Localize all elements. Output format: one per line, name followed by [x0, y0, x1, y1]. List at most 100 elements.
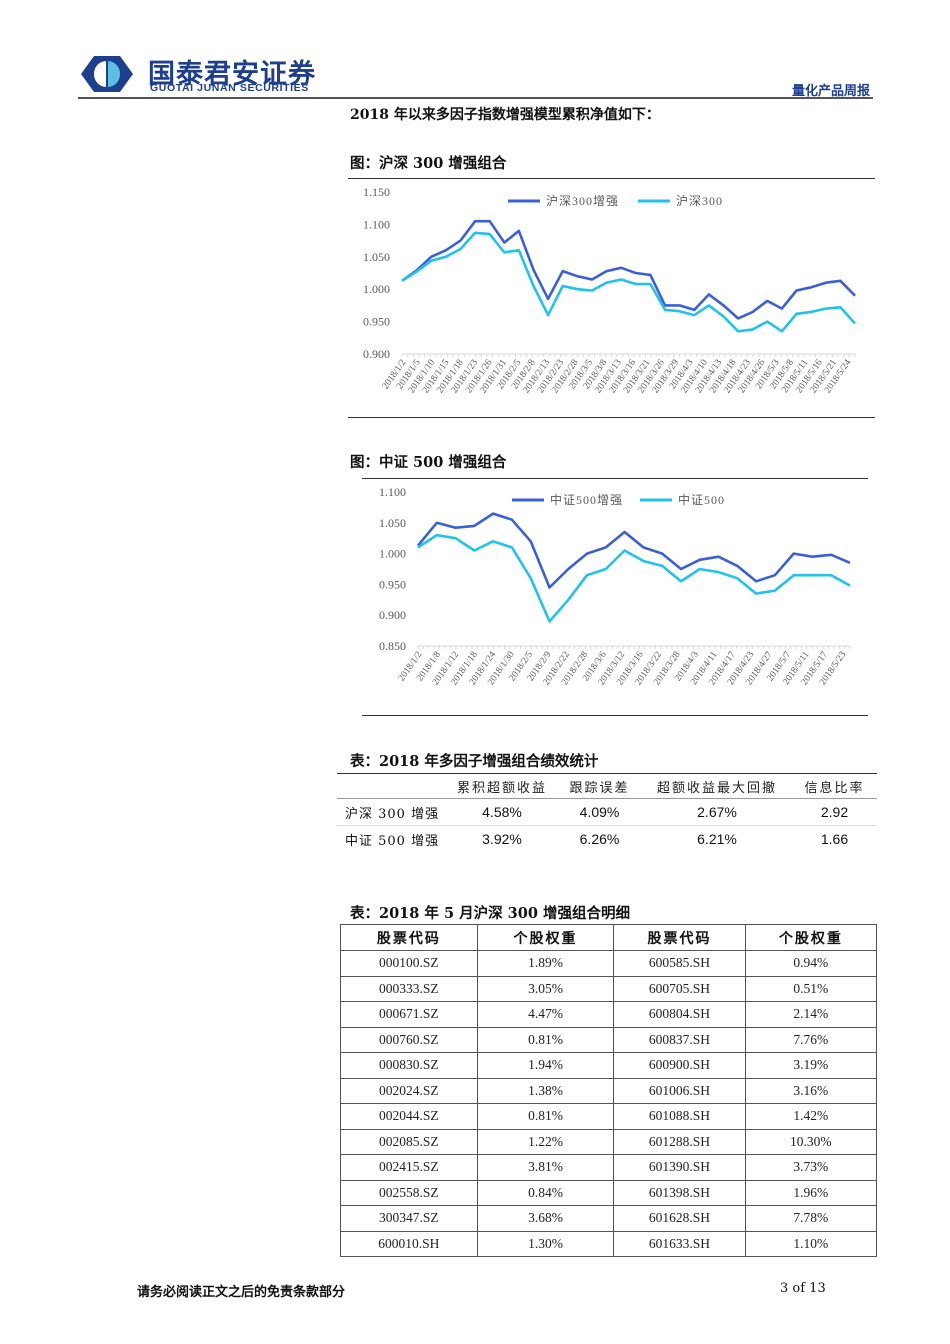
weight-cell: 4.47% [476, 1001, 615, 1028]
y-tick-label: 1.150 [363, 185, 390, 199]
stats-table: 累积超额收益 跟踪误差 超额收益最大回撤 信息比率 沪深 300 增强 4.58… [337, 773, 877, 852]
stock-code-cell: 601628.SH [613, 1205, 746, 1232]
holdings-row: 002024.SZ 1.38% 601006.SH 3.16% [340, 1077, 878, 1104]
holdings-row: 000760.SZ 0.81% 600837.SH 7.76% [340, 1026, 878, 1053]
figure-1-bottom-rule [348, 417, 875, 418]
weight-cell: 3.81% [476, 1154, 615, 1181]
weight-cell: 0.94% [744, 950, 878, 977]
weight-cell: 0.81% [476, 1103, 615, 1130]
legend-label: 中证500 [678, 492, 725, 507]
chart-hs300: 0.9000.9501.0001.0501.1001.1502018/1/220… [363, 185, 856, 395]
weight-cell: 1.38% [476, 1077, 615, 1104]
company-name-en: GUOTAI JUNAN SECURITIES [150, 82, 309, 94]
y-tick-label: 0.900 [363, 347, 390, 361]
holdings-table: 股票代码 个股权重 股票代码 个股权重 000100.SZ 1.89% 600585… [340, 924, 878, 1257]
weight-cell: 3.16% [744, 1077, 878, 1104]
cum-excess-value: 3.92% [482, 831, 522, 847]
y-tick-label: 1.100 [363, 217, 390, 231]
stats-header-cum-excess: 累积超额收益 [456, 780, 547, 796]
stock-code-cell: 000830.SZ [340, 1052, 478, 1079]
figure-1-title: 图：沪深 300 增强组合 [350, 155, 507, 172]
holdings-row: 000100.SZ 1.89% 600585.SH 0.94% [340, 950, 878, 977]
weight-cell: 10.30% [744, 1128, 878, 1155]
stock-code-cell: 600010.SH [340, 1230, 478, 1257]
chart-zz500: 0.8500.9000.9501.0001.0501.1002018/1/220… [379, 485, 851, 687]
y-tick-label: 1.000 [379, 547, 406, 561]
weight-cell: 1.10% [744, 1230, 878, 1257]
header-stock-code: 股票代码 [340, 924, 478, 951]
stats-header-blank [337, 774, 447, 799]
holdings-row: 002085.SZ 1.22% 601288.SH 10.30% [340, 1128, 878, 1155]
weight-cell: 3.05% [476, 975, 615, 1002]
tracking-error-value: 6.26% [579, 831, 620, 847]
stock-code-cell: 601390.SH [613, 1154, 746, 1181]
stock-code-cell: 600705.SH [613, 975, 746, 1002]
weight-cell: 3.73% [744, 1154, 878, 1181]
weight-cell: 0.51% [744, 975, 878, 1002]
page-number: 3 of 13 [780, 1281, 826, 1296]
disclaimer-note: 请务必阅读正文之后的免责条款部分 [137, 1285, 346, 1300]
company-name-cn: 国泰君安证券 [148, 59, 316, 90]
figure-2-top-rule [362, 478, 868, 479]
stock-code-cell: 000333.SZ [340, 975, 478, 1002]
stock-code-cell: 002044.SZ [340, 1103, 478, 1130]
header-weight: 个股权重 [744, 924, 878, 951]
header-stock-code: 股票代码 [613, 924, 746, 951]
stats-row: 中证 500 增强 3.92% 6.26% 6.21% 1.66 [337, 826, 877, 853]
tracking-error-value: 4.09% [579, 804, 620, 820]
y-tick-label: 1.050 [379, 516, 406, 530]
y-tick-label: 0.850 [379, 639, 406, 653]
header-weight: 个股权重 [476, 924, 615, 951]
stock-code-cell: 601633.SH [613, 1230, 746, 1257]
weight-cell: 3.68% [476, 1205, 615, 1232]
holdings-row: 300347.SZ 3.68% 601628.SH 7.78% [340, 1205, 878, 1232]
header-divider [78, 97, 873, 99]
holdings-row: 002415.SZ 3.81% 601390.SH 3.73% [340, 1154, 878, 1181]
max-drawdown-value: 6.21% [697, 831, 737, 847]
figure-2-title: 图：中证 500 增强组合 [350, 454, 507, 471]
legend-label: 中证500增强 [550, 492, 623, 507]
enhanced-series-line [416, 512, 851, 589]
benchmark-series-line [401, 231, 856, 333]
figure-2-bottom-rule [362, 715, 868, 716]
stats-header-info-ratio: 信息比率 [804, 780, 865, 796]
holdings-row: 600010.SH 1.30% 601633.SH 1.10% [340, 1230, 878, 1257]
stock-code-cell: 002024.SZ [340, 1077, 478, 1104]
stats-row-label: 中证 500 增强 [345, 833, 440, 849]
holdings-row: 002044.SZ 0.81% 601088.SH 1.42% [340, 1103, 878, 1130]
stock-code-cell: 002085.SZ [340, 1128, 478, 1155]
legend-label: 沪深300增强 [546, 194, 619, 208]
info-ratio-value: 1.66 [820, 831, 849, 847]
weight-cell: 1.89% [476, 950, 615, 977]
stock-code-cell: 600837.SH [613, 1026, 746, 1053]
figure-1-top-rule [348, 178, 875, 179]
stats-row-label: 沪深 300 增强 [345, 806, 440, 822]
stock-code-cell: 000100.SZ [340, 950, 478, 977]
y-tick-label: 0.950 [363, 315, 390, 329]
legend-label: 沪深300 [676, 194, 723, 208]
y-tick-label: 1.100 [379, 485, 406, 499]
benchmark-series-line [417, 533, 851, 623]
stock-code-cell: 600900.SH [613, 1052, 746, 1079]
stats-header-tracking-error: 跟踪误差 [569, 780, 630, 796]
stats-header-max-drawdown: 超额收益最大回撤 [656, 780, 777, 796]
cum-excess-value: 4.58% [482, 804, 522, 820]
company-logo-icon [81, 56, 133, 92]
y-tick-label: 0.950 [379, 577, 406, 591]
weight-cell: 7.78% [744, 1205, 878, 1232]
stock-code-cell: 002415.SZ [340, 1154, 478, 1181]
stats-table-title: 表：2018 年多因子增强组合绩效统计 [350, 753, 599, 770]
stock-code-cell: 000760.SZ [340, 1026, 478, 1053]
weight-cell: 1.42% [744, 1103, 878, 1130]
weight-cell: 2.14% [744, 1001, 878, 1028]
weight-cell: 1.30% [476, 1230, 615, 1257]
y-tick-label: 0.900 [379, 608, 406, 622]
detail-table-title: 表：2018 年 5 月沪深 300 增强组合明细 [350, 905, 630, 922]
weight-cell: 1.94% [476, 1052, 615, 1079]
weight-cell: 3.19% [744, 1052, 878, 1079]
enhanced-series-line [401, 219, 856, 320]
weight-cell: 0.81% [476, 1026, 615, 1053]
stock-code-cell: 601006.SH [613, 1077, 746, 1104]
stock-code-cell: 600585.SH [613, 950, 746, 977]
max-drawdown-value: 2.67% [697, 804, 737, 820]
